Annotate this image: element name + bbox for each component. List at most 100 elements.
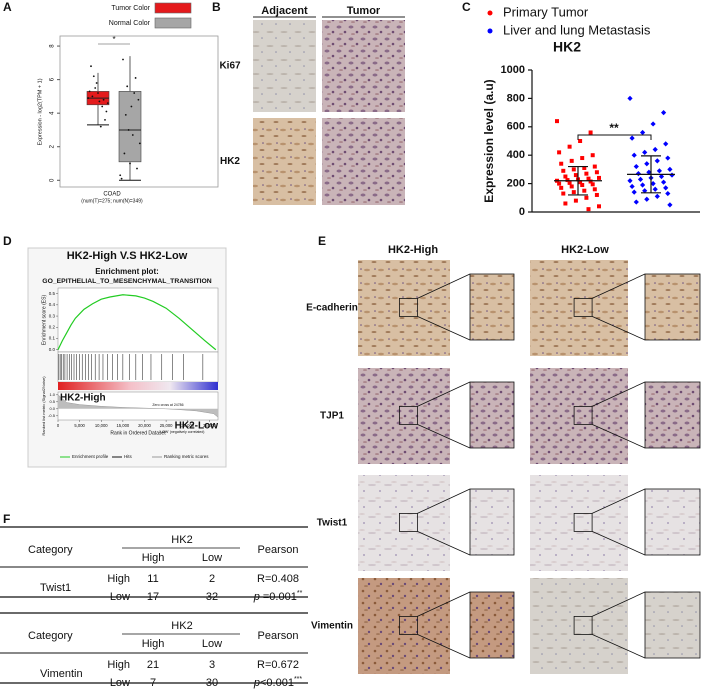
panel-label: B bbox=[212, 0, 221, 14]
row-label: Ki67 bbox=[219, 61, 241, 72]
y-tick-label: 0.4 bbox=[49, 302, 56, 307]
data-point bbox=[584, 195, 589, 200]
zoom-line bbox=[417, 273, 471, 299]
y2-axis-label: Ranked list metric (Signal2Noise) bbox=[41, 376, 46, 436]
chart-title: HK2-High V.S HK2-Low bbox=[67, 250, 188, 262]
y-tick-label: 0.0 bbox=[49, 347, 56, 352]
x-tick-label: 25,000 bbox=[160, 423, 173, 428]
table-cell: Pearson bbox=[258, 544, 299, 556]
table-cell: R=0.408 bbox=[257, 573, 299, 585]
data-point bbox=[665, 155, 671, 161]
data-point bbox=[652, 146, 658, 153]
ihc-inset bbox=[644, 381, 701, 449]
panel-label: D bbox=[3, 234, 12, 248]
zoom-box bbox=[573, 297, 593, 317]
box-body bbox=[118, 91, 142, 163]
data-point bbox=[640, 129, 646, 136]
data-point bbox=[592, 164, 597, 169]
legend-label: Tumor Color bbox=[111, 5, 150, 12]
ihc-image bbox=[530, 578, 628, 674]
zoom-line bbox=[591, 273, 646, 299]
data-point bbox=[580, 156, 585, 161]
metric-area bbox=[58, 394, 218, 418]
jitter-point bbox=[105, 110, 108, 113]
jitter-point bbox=[129, 162, 131, 165]
y-tick-label: 0 bbox=[50, 178, 56, 182]
y-axis-label: Expression level (a.u) bbox=[482, 79, 496, 202]
y-tick-label: 1000 bbox=[501, 64, 525, 76]
ihc-image bbox=[530, 475, 628, 571]
zoom-box bbox=[573, 616, 593, 635]
zoom-line bbox=[417, 488, 471, 514]
data-point bbox=[646, 169, 652, 175]
ihc-image bbox=[358, 578, 450, 674]
y-tick-label: 4 bbox=[50, 111, 56, 115]
zoom-box bbox=[573, 405, 593, 425]
data-point bbox=[652, 186, 658, 192]
jitter-point bbox=[131, 134, 134, 136]
jitter-point bbox=[98, 100, 101, 103]
es-panel bbox=[57, 287, 219, 353]
x-axis-label: Rank in Ordered Dataset bbox=[110, 430, 166, 436]
ihc-image bbox=[358, 475, 450, 571]
zero-cross: Zero cross at 24786 bbox=[152, 403, 183, 407]
table-cell: Vimentin bbox=[40, 668, 83, 680]
high-label: HK2-High bbox=[60, 393, 106, 404]
jitter-point bbox=[124, 113, 127, 116]
y-tick-label: 600 bbox=[507, 121, 525, 133]
zoom-line bbox=[417, 531, 471, 556]
y-tick-label: 0.3 bbox=[49, 313, 56, 318]
table-cell: High bbox=[107, 573, 130, 585]
zoom-line bbox=[417, 316, 471, 341]
y-tick-label: 0 bbox=[519, 206, 525, 218]
y-tick-label: 400 bbox=[507, 149, 525, 161]
data-point bbox=[597, 204, 601, 209]
data-point bbox=[563, 174, 568, 179]
data-point bbox=[594, 170, 599, 175]
data-point bbox=[631, 152, 637, 158]
data-point bbox=[635, 171, 641, 177]
data-point bbox=[661, 179, 667, 185]
x-tick-label: 10,000 bbox=[95, 423, 108, 428]
data-point bbox=[567, 144, 572, 149]
data-point bbox=[665, 190, 671, 197]
y-tick-label: 2 bbox=[50, 144, 56, 148]
y2-tick-label: 0.0 bbox=[49, 406, 55, 411]
zoom-box bbox=[398, 513, 418, 532]
data-point bbox=[557, 181, 562, 186]
pearson-part: R=0.408 bbox=[257, 573, 299, 585]
panel-label: C bbox=[462, 0, 471, 14]
legend-dot bbox=[487, 28, 493, 34]
ihc-inset bbox=[469, 273, 515, 341]
data-point bbox=[578, 139, 583, 143]
data-point bbox=[561, 168, 566, 173]
table-cell: R=0.672 bbox=[257, 659, 299, 671]
zoom-box bbox=[398, 297, 418, 317]
y-tick-label: 8 bbox=[50, 44, 56, 48]
table-cell: 3 bbox=[209, 659, 215, 671]
data-point bbox=[629, 183, 635, 190]
table-cell: Category bbox=[28, 630, 73, 642]
column-header: Tumor bbox=[347, 5, 381, 17]
data-point bbox=[654, 193, 660, 199]
y-tick-label: 0.2 bbox=[49, 324, 56, 329]
x-tick-label: 20,000 bbox=[138, 423, 151, 428]
data-point bbox=[633, 163, 639, 170]
jitter-point bbox=[99, 125, 102, 128]
y2-tick-label: -0.5 bbox=[48, 413, 56, 418]
data-point bbox=[590, 182, 595, 187]
data-point bbox=[597, 175, 601, 180]
ihc-image bbox=[530, 368, 628, 464]
data-point bbox=[656, 168, 662, 174]
legend-swatch bbox=[154, 17, 192, 29]
jitter-point bbox=[95, 82, 98, 84]
ihc-image bbox=[322, 20, 405, 112]
data-point bbox=[627, 178, 633, 184]
table-cell: High bbox=[142, 552, 165, 564]
ihc-inset bbox=[469, 591, 515, 659]
x-sublabel: (num(T)=275; num(N)=349) bbox=[81, 198, 143, 204]
zoom-line bbox=[591, 531, 646, 556]
data-point bbox=[563, 201, 568, 206]
